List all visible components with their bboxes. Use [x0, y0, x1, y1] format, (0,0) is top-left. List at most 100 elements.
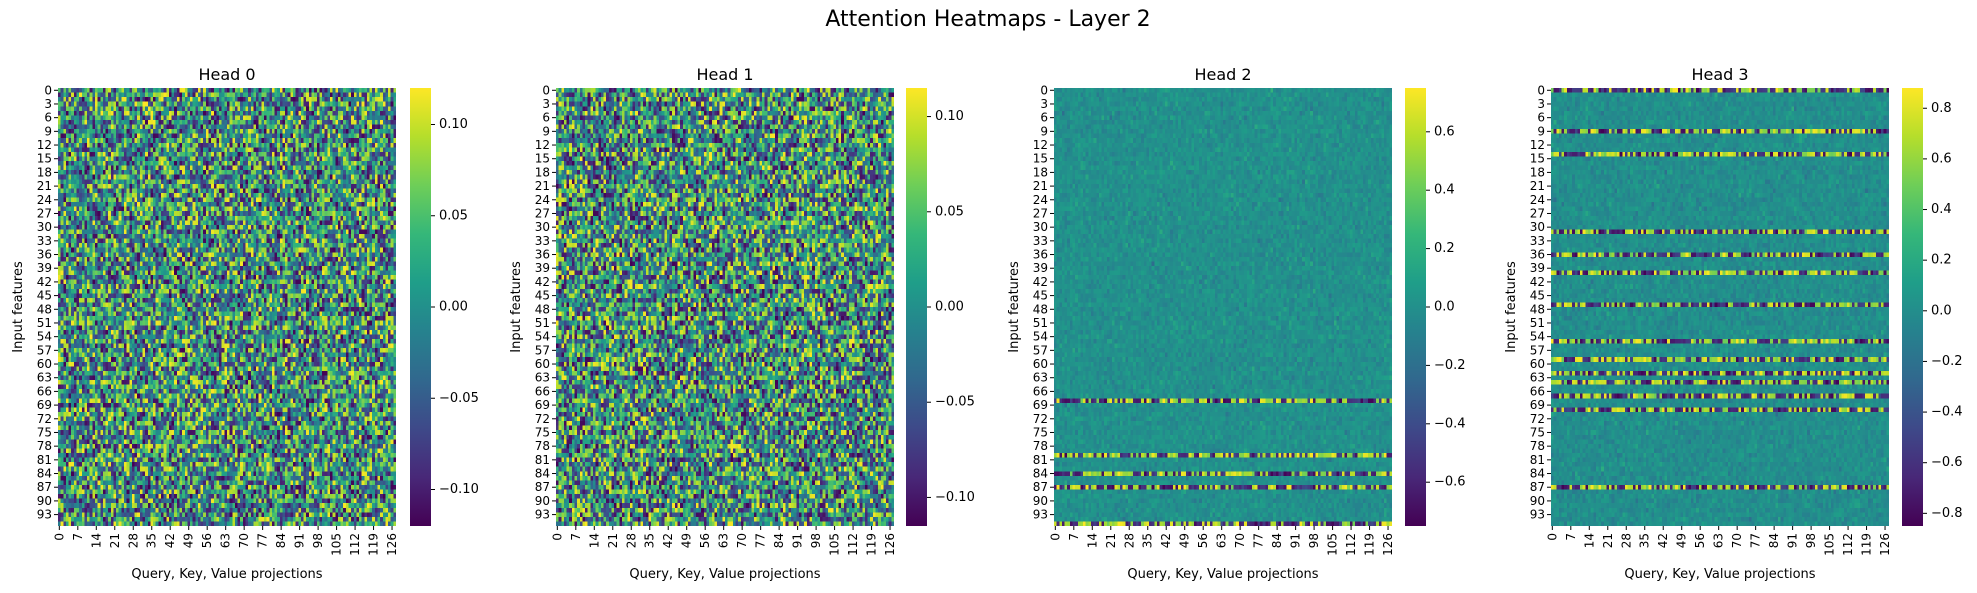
x-tick-label: 112	[348, 533, 362, 556]
y-tick-label: 72	[1033, 412, 1048, 426]
y-tick-label: 27	[1033, 206, 1048, 220]
y-tick-label: 21	[1530, 179, 1545, 193]
y-tick-label: 21	[535, 179, 550, 193]
y-tick-label: 75	[1033, 425, 1048, 439]
y-tick-label: 15	[37, 152, 52, 166]
y-tick-label: 57	[1033, 343, 1048, 357]
x-tick-label: 126	[385, 533, 399, 556]
y-tick-label: 51	[535, 316, 550, 330]
y-tick-label: 15	[1033, 152, 1048, 166]
x-tick-label: 42	[163, 533, 177, 548]
y-tick-label: 39	[535, 261, 550, 275]
x-tick-label: 14	[587, 533, 601, 548]
heatmap-cells	[556, 88, 894, 526]
y-tick-label: 63	[535, 371, 550, 385]
x-tick-label: 126	[1381, 533, 1395, 556]
y-tick-label: 60	[37, 357, 52, 371]
colorbar-tick-label: 0.00	[439, 300, 468, 315]
y-tick-label: 12	[535, 138, 550, 152]
y-tick-label: 33	[1033, 234, 1048, 248]
y-tick-label: 48	[535, 302, 550, 316]
y-tick-label: 81	[535, 453, 550, 467]
x-tick-label: 70	[1730, 533, 1744, 548]
y-tick-label: 84	[1530, 467, 1545, 481]
x-tick-label: 63	[1215, 533, 1229, 548]
x-tick-label: 98	[311, 533, 325, 548]
y-tick-label: 54	[37, 330, 52, 344]
colorbar-tick-label: 0.2	[1931, 253, 1952, 268]
colorbar-tick-label: 0.0	[1931, 303, 1952, 318]
y-tick-label: 0	[44, 83, 52, 97]
y-tick-label: 30	[1033, 220, 1048, 234]
x-tick-label: 84	[1270, 533, 1284, 548]
y-tick-label: 21	[1033, 179, 1048, 193]
y-tick-label: 18	[535, 165, 550, 179]
y-tick-label: 18	[1530, 165, 1545, 179]
x-tick-label: 77	[256, 533, 270, 548]
colorbar-tick-label: −0.4	[1931, 405, 1963, 420]
x-axis-label: Query, Key, Value projections	[131, 567, 322, 582]
x-tick-label: 14	[1085, 533, 1099, 548]
y-tick-label: 27	[37, 206, 52, 220]
x-axis-label: Query, Key, Value projections	[1624, 567, 1815, 582]
y-axis-label: Input features	[1007, 261, 1022, 353]
y-tick-label: 45	[37, 289, 52, 303]
x-tick-label: 14	[89, 533, 103, 548]
x-tick-label: 0	[1545, 533, 1559, 541]
y-tick-label: 42	[37, 275, 52, 289]
y-tick-label: 39	[1033, 261, 1048, 275]
x-tick-label: 105	[1823, 533, 1837, 556]
y-tick-label: 15	[1530, 152, 1545, 166]
y-tick-label: 81	[1033, 453, 1048, 467]
y-tick-label: 39	[37, 261, 52, 275]
colorbar	[1902, 88, 1923, 526]
colorbar	[1405, 88, 1426, 526]
y-tick-label: 48	[1530, 302, 1545, 316]
y-tick-label: 72	[535, 412, 550, 426]
y-tick-label: 27	[535, 206, 550, 220]
x-tick-label: 0	[550, 533, 564, 541]
x-tick-label: 70	[735, 533, 749, 548]
y-tick-label: 69	[37, 398, 52, 412]
y-tick-label: 75	[37, 425, 52, 439]
y-tick-label: 42	[535, 275, 550, 289]
x-tick-label: 98	[1307, 533, 1321, 548]
y-tick-label: 81	[1530, 453, 1545, 467]
figure-title: Attention Heatmaps - Layer 2	[825, 7, 1150, 32]
y-tick-label: 54	[535, 330, 550, 344]
colorbar-tick-label: 0.4	[1931, 202, 1952, 217]
colorbar-tick-label: −0.05	[439, 391, 479, 406]
colorbar-tick-label: 0.05	[935, 204, 964, 219]
y-tick-label: 12	[37, 138, 52, 152]
x-tick-label: 98	[809, 533, 823, 548]
colorbar-tick-label: −0.2	[1931, 354, 1963, 369]
x-tick-label: 42	[1159, 533, 1173, 548]
x-tick-label: 77	[1252, 533, 1266, 548]
x-tick-label: 91	[791, 533, 805, 548]
x-tick-label: 0	[52, 533, 66, 541]
x-tick-label: 63	[717, 533, 731, 548]
y-tick-label: 90	[535, 494, 550, 508]
y-tick-label: 87	[1033, 480, 1048, 494]
y-tick-label: 24	[535, 193, 550, 207]
colorbar-tick-label: 0.10	[439, 117, 468, 132]
x-tick-label: 56	[1693, 533, 1707, 548]
y-tick-label: 33	[1530, 234, 1545, 248]
x-tick-label: 7	[1067, 533, 1081, 541]
x-tick-label: 56	[1196, 533, 1210, 548]
y-tick-label: 45	[1033, 289, 1048, 303]
x-tick-label: 126	[883, 533, 897, 556]
y-axis-label: Input features	[509, 261, 524, 353]
y-tick-label: 9	[1537, 124, 1545, 138]
x-tick-label: 63	[219, 533, 233, 548]
colorbar-tick-label: −0.05	[935, 395, 975, 410]
x-tick-label: 42	[1656, 533, 1670, 548]
heatmap-panel-head-1: Head 10 7 14 21 28 35 42 49 56 63 70 77 84 91 98 105 112…	[509, 65, 975, 582]
x-tick-label: 35	[145, 533, 159, 548]
y-tick-label: 66	[37, 384, 52, 398]
y-tick-label: 63	[1033, 371, 1048, 385]
x-tick-label: 21	[1601, 533, 1615, 548]
x-tick-label: 91	[1786, 533, 1800, 548]
x-tick-label: 105	[828, 533, 842, 556]
x-tick-label: 28	[126, 533, 140, 548]
